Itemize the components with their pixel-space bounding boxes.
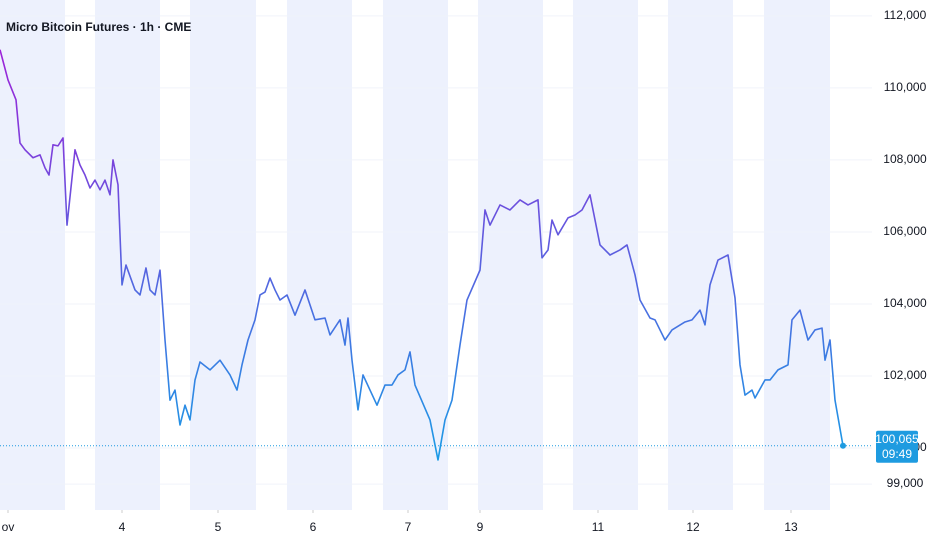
countdown-label: 09:49	[882, 447, 912, 461]
x-tick-label: 7	[405, 520, 412, 534]
session-band	[95, 0, 160, 510]
session-bands	[0, 0, 830, 510]
session-band	[0, 0, 65, 510]
x-tick-label: 11	[592, 520, 605, 534]
session-band	[478, 0, 543, 510]
price-label-box	[876, 430, 918, 463]
last-price-dot	[840, 442, 846, 449]
session-band	[190, 0, 256, 510]
x-tick-label: 4	[119, 520, 126, 534]
y-tick-label: 110,000	[884, 80, 927, 94]
session-band	[287, 0, 352, 510]
session-band	[668, 0, 733, 510]
x-tick-label: 13	[784, 520, 798, 534]
x-tick-label: 9	[477, 520, 484, 534]
x-tick-label: ov	[2, 520, 15, 534]
plot	[0, 49, 872, 461]
y-tick-label: 104,000	[883, 296, 927, 310]
chart-title: Micro Bitcoin Futures · 1h · CME	[6, 20, 191, 34]
y-tick-label: 99,000	[887, 476, 924, 490]
y-tick-label: 108,000	[883, 152, 927, 166]
x-tick-label: 12	[686, 520, 700, 534]
session-band	[764, 0, 830, 510]
price-label: 100,065	[875, 432, 919, 446]
y-tick-label: 106,000	[883, 224, 927, 238]
session-band	[573, 0, 638, 510]
y-tick-label: 102,000	[883, 368, 927, 382]
x-tick-label: 6	[310, 520, 317, 534]
x-tick-label: 5	[215, 520, 222, 534]
y-tick-label: 112,000	[884, 8, 927, 22]
grid	[0, 15, 872, 513]
session-band	[383, 0, 448, 510]
price-line	[0, 49, 844, 461]
